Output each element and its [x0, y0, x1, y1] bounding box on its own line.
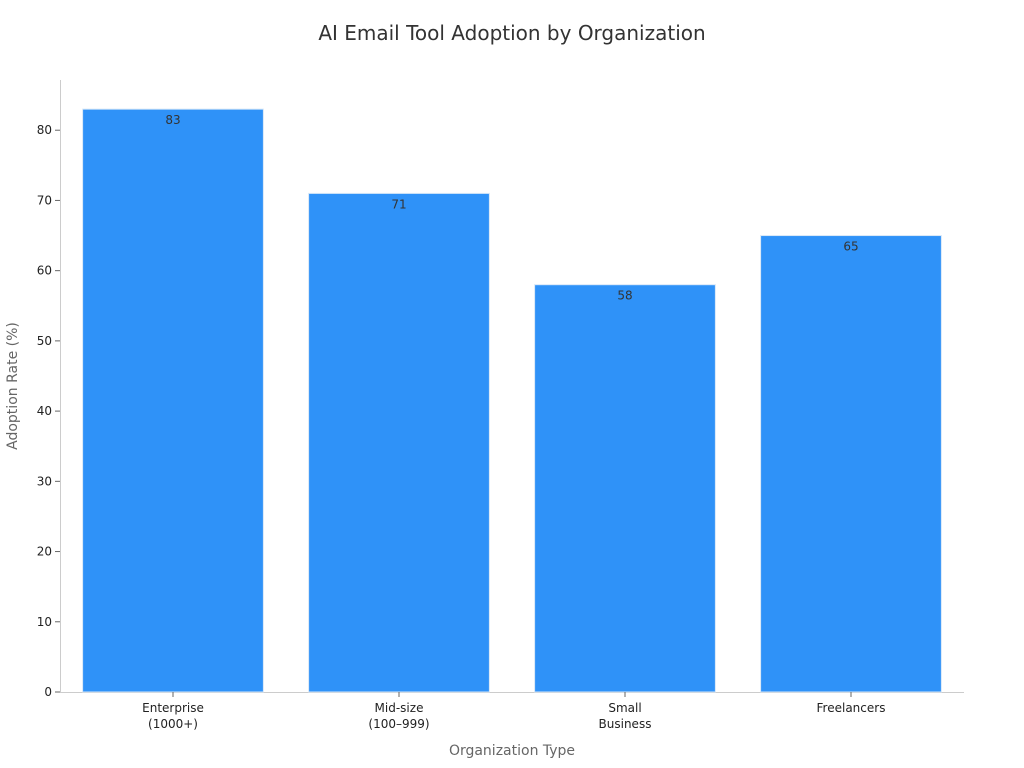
x-tick-label-1: Mid-size (100–999) — [368, 701, 429, 731]
y-ticks-group: 0 10 20 30 40 50 60 70 80 — [37, 123, 60, 699]
x-tick-label-line: (100–999) — [368, 717, 429, 731]
y-tick-label-5: 50 — [37, 334, 52, 348]
x-tick-label-2: Small Business — [599, 701, 652, 731]
data-label-0: 83 — [165, 113, 180, 127]
data-label-2: 58 — [617, 289, 632, 303]
bar-2 — [534, 284, 716, 693]
bar-1 — [308, 192, 490, 693]
x-tick-label-line: Small — [608, 701, 641, 715]
data-labels-group: 83 71 58 65 — [165, 113, 858, 303]
y-tick-label-7: 70 — [37, 193, 52, 207]
y-tick-label-0: 0 — [44, 685, 52, 699]
y-axis-title: Adoption Rate (%) — [5, 322, 21, 450]
bars-group — [82, 108, 942, 693]
x-ticks-group: Enterprise (1000+) Mid-size (100–999) Small B… — [142, 692, 885, 731]
x-tick-label-line: Enterprise — [142, 701, 204, 715]
y-tick-label-3: 30 — [37, 474, 52, 488]
y-tick-label-4: 40 — [37, 404, 52, 418]
y-tick-label-8: 80 — [37, 123, 52, 137]
bar-0 — [82, 108, 264, 693]
y-tick-label-1: 10 — [37, 615, 52, 629]
y-tick-label-2: 20 — [37, 545, 52, 559]
bar-3 — [760, 235, 942, 693]
x-axis-title: Organization Type — [449, 743, 575, 759]
x-tick-label-line: Business — [599, 717, 652, 731]
x-tick-label-line: Freelancers — [817, 701, 886, 715]
chart-title: AI Email Tool Adoption by Organization — [318, 21, 705, 45]
x-tick-label-line: Mid-size — [375, 701, 424, 715]
y-tick-label-6: 60 — [37, 264, 52, 278]
x-tick-label-0: Enterprise (1000+) — [142, 701, 204, 731]
data-label-1: 71 — [391, 197, 406, 211]
x-tick-label-3: Freelancers — [817, 701, 886, 715]
data-label-3: 65 — [843, 240, 858, 254]
x-tick-label-line: (1000+) — [148, 717, 198, 731]
